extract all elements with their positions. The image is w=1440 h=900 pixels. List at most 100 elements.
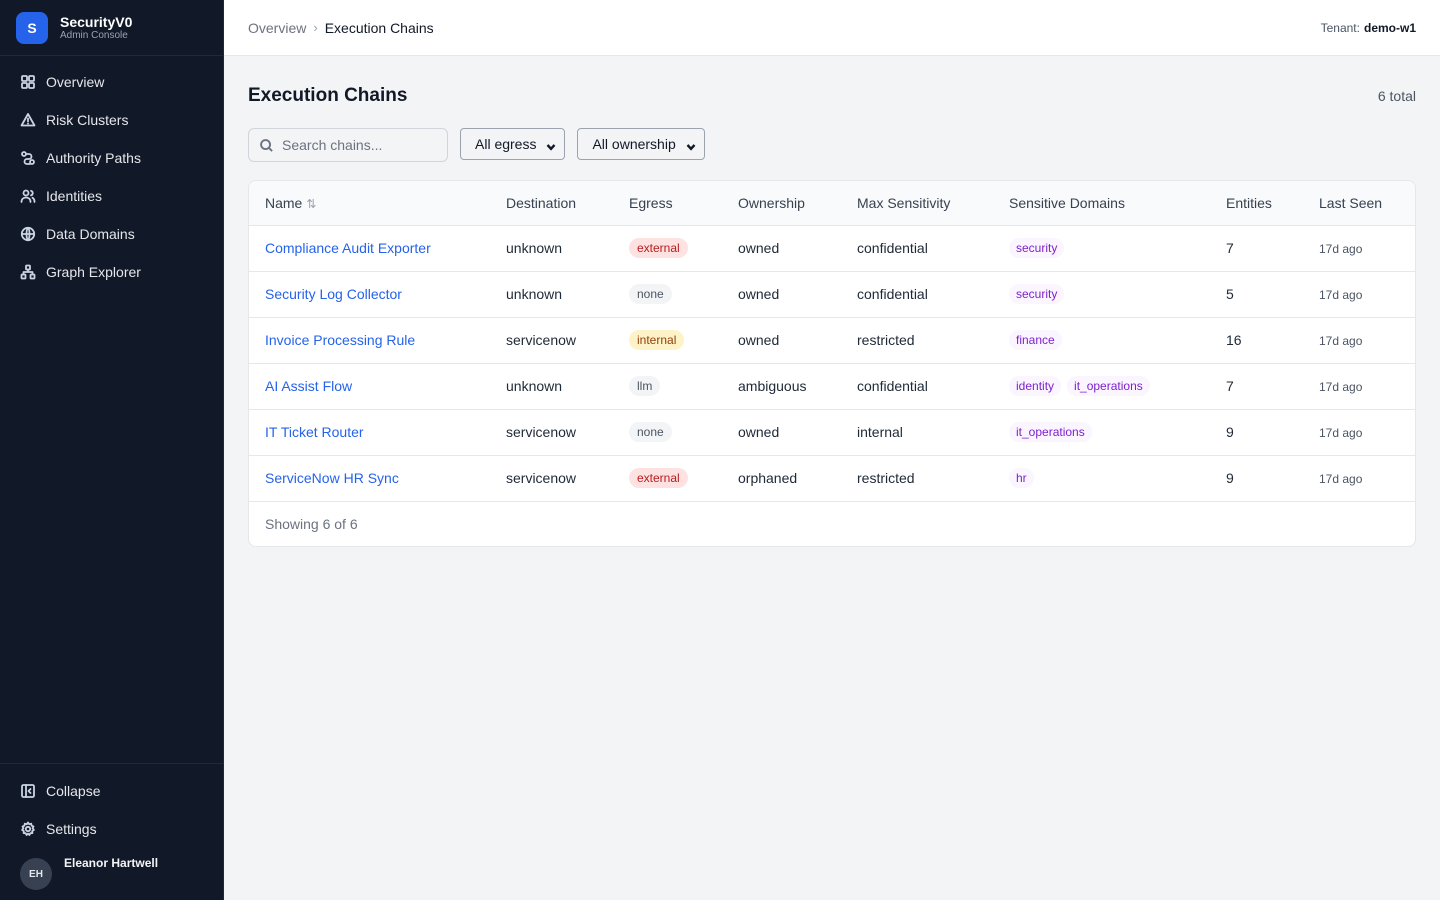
cell-max-sensitivity: restricted [841, 455, 993, 502]
chevron-down-icon [686, 139, 696, 151]
sidebar-item-label: Graph Explorer [46, 264, 141, 280]
table-row[interactable]: Compliance Audit Exporter unknown external… [249, 225, 1415, 272]
cell-egress: llm [613, 363, 722, 410]
collapse-label: Collapse [46, 783, 101, 799]
ownership-filter-select[interactable]: All ownership [577, 128, 705, 160]
cell-name: ServiceNow HR Sync [249, 455, 490, 502]
last-seen-value: 17d ago [1319, 426, 1363, 440]
column-header-ownership: Ownership [722, 181, 841, 226]
settings-label: Settings [46, 821, 97, 837]
brand-text: SecurityV0 Admin Console [60, 14, 132, 42]
table-row[interactable]: Invoice Processing Rule servicenow interna… [249, 317, 1415, 364]
table-row[interactable]: IT Ticket Router servicenow none owned inter… [249, 409, 1415, 456]
domain-tag: identity [1009, 376, 1062, 396]
table-footer: Showing 6 of 6 [265, 515, 358, 532]
domain-tag: security [1009, 238, 1065, 258]
domain-tag: finance [1009, 330, 1062, 350]
egress-badge: internal [629, 330, 685, 350]
sort-icon[interactable]: ⇅ [306, 196, 317, 211]
chain-name-link[interactable]: Security Log Collector [265, 286, 402, 302]
column-header-name[interactable]: Name ⇅ [249, 181, 490, 226]
table-header-row: Name ⇅ Destination Egress Ownership Max S… [249, 181, 1415, 226]
breadcrumb: Overview › Execution Chains [248, 20, 434, 36]
chain-name-link[interactable]: AI Assist Flow [265, 378, 353, 394]
breadcrumb-overview[interactable]: Overview [248, 19, 307, 36]
chains-table-card: Name ⇅ Destination Egress Ownership Max S… [248, 180, 1416, 547]
cell-max-sensitivity: internal [841, 409, 993, 456]
search-input[interactable] [282, 137, 432, 153]
tenant-indicator: Tenant: demo-w1 [1321, 21, 1416, 35]
sidebar-item-risk-clusters[interactable]: Risk Clusters [0, 101, 223, 139]
tenant-label: Tenant: [1320, 20, 1360, 35]
sidebar-item-authority-paths[interactable]: Authority Paths [0, 139, 223, 177]
users-icon [20, 189, 36, 203]
chain-name-link[interactable]: Invoice Processing Rule [265, 332, 416, 348]
user-name: Eleanor Hartwell [64, 856, 159, 870]
domain-tag: it_operations [1009, 422, 1092, 442]
cell-egress: internal [613, 317, 722, 364]
collapse-button[interactable]: Collapse [0, 772, 223, 810]
cell-last-seen: 17d ago [1303, 225, 1415, 272]
egress-badge: none [629, 284, 672, 304]
brand-name: SecurityV0 [60, 13, 133, 30]
tenant-value: demo-w1 [1363, 20, 1416, 35]
route-icon [21, 151, 35, 165]
table-body: Compliance Audit Exporter unknown external… [249, 225, 1415, 502]
egress-badge: llm [629, 376, 661, 396]
cell-max-sensitivity: restricted [841, 317, 993, 364]
brand-logo: S [16, 11, 48, 44]
column-header-egress: Egress [613, 181, 722, 226]
chains-table: Name ⇅ Destination Egress Ownership Max S… [249, 181, 1415, 502]
chain-name-link[interactable]: IT Ticket Router [265, 424, 364, 440]
egress-filter-select[interactable]: All egress [460, 128, 566, 160]
search-box[interactable] [248, 128, 448, 162]
cell-max-sensitivity: confidential [841, 363, 993, 410]
cell-sensitive-domains: security [993, 271, 1210, 318]
network-icon [20, 264, 36, 280]
column-header-last-seen: Last Seen [1303, 181, 1415, 226]
avatar: EH [20, 858, 52, 890]
cell-entities: 16 [1210, 317, 1303, 364]
cell-entities: 7 [1210, 225, 1303, 272]
last-seen-value: 17d ago [1319, 472, 1363, 486]
cell-entities: 9 [1210, 409, 1303, 456]
last-seen-value: 17d ago [1319, 242, 1363, 256]
egress-badge: none [629, 422, 672, 442]
cell-last-seen: 17d ago [1303, 363, 1415, 410]
sidebar-item-identities[interactable]: Identities [0, 177, 223, 215]
brand: S SecurityV0 Admin Console [0, 0, 223, 56]
cell-ownership: owned [722, 317, 841, 364]
user-profile[interactable]: EH Eleanor Hartwell [0, 848, 223, 900]
topbar: Overview › Execution Chains Tenant: demo-… [224, 0, 1440, 56]
gear-icon [21, 821, 35, 836]
sidebar-item-label: Identities [46, 188, 103, 204]
egress-badge: external [629, 468, 688, 488]
cell-egress: external [613, 225, 722, 272]
chain-name-link[interactable]: ServiceNow HR Sync [265, 470, 399, 486]
cell-ownership: ambiguous [722, 363, 841, 410]
cell-entities: 7 [1210, 363, 1303, 410]
collapse-icon [21, 784, 35, 798]
ownership-filter-value: All ownership [592, 136, 676, 152]
sidebar-item-data-domains[interactable]: Data Domains [0, 215, 223, 253]
sidebar-nav: Overview Risk Clusters Authority Paths I… [0, 56, 223, 763]
cell-entities: 9 [1210, 455, 1303, 502]
content: Execution Chains 6 total All egress All … [224, 56, 1440, 571]
table-row[interactable]: Security Log Collector unknown none owned co… [249, 271, 1415, 318]
domain-tag: it_operations [1067, 376, 1150, 396]
cell-destination: servicenow [490, 409, 613, 456]
table-row[interactable]: ServiceNow HR Sync servicenow external orph… [249, 455, 1415, 502]
sidebar-item-graph-explorer[interactable]: Graph Explorer [0, 253, 223, 291]
cell-sensitive-domains: hr [993, 455, 1210, 502]
settings-button[interactable]: Settings [0, 810, 223, 848]
sidebar-item-overview[interactable]: Overview [0, 63, 223, 101]
title-row: Execution Chains 6 total [248, 82, 1416, 110]
cell-last-seen: 17d ago [1303, 317, 1415, 364]
cell-last-seen: 17d ago [1303, 271, 1415, 318]
domain-tag: security [1009, 284, 1065, 304]
grid-icon [21, 75, 35, 89]
cell-last-seen: 17d ago [1303, 409, 1415, 456]
table-row[interactable]: AI Assist Flow unknown llm ambiguous confide… [249, 363, 1415, 410]
chain-name-link[interactable]: Compliance Audit Exporter [265, 240, 431, 256]
sidebar-item-label: Data Domains [46, 226, 135, 242]
